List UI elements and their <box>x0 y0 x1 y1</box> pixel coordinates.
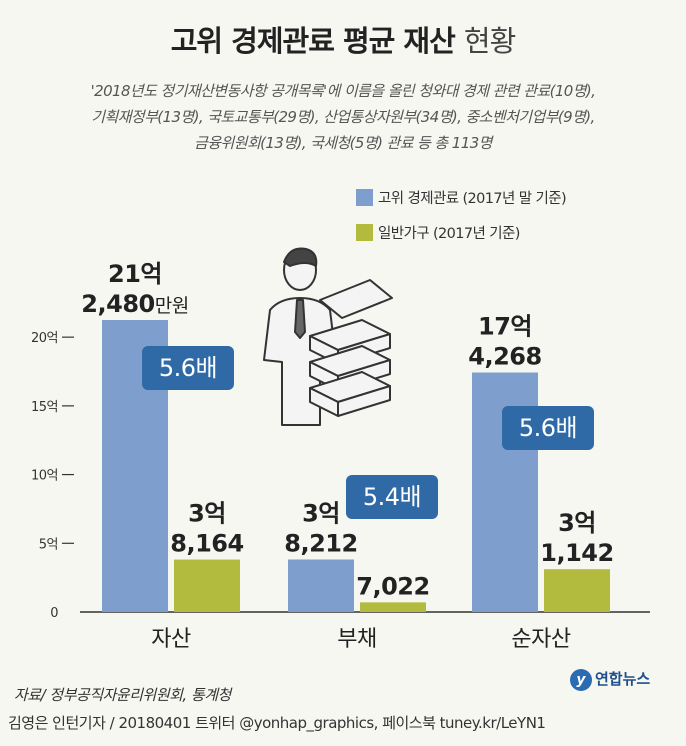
y-tick-label: 5억 <box>39 537 58 552</box>
legend-item-households: 일반가구 (2017년 기준) <box>356 222 520 243</box>
legend-item-officials: 고위 경제관료 (2017년 말 기준) <box>356 187 567 208</box>
y-tick-label: 10억 <box>31 469 58 484</box>
category-label: 자산 <box>151 627 191 652</box>
y-tick-label: 0 <box>50 606 58 621</box>
credits-line: 김영은 인턴기자 / 20180401 트위터 @yonhap_graphics… <box>8 714 546 732</box>
data-label-value: 8,212 <box>284 529 357 557</box>
source-note: 자료/ 정부공직자윤리위원회, 통계청 <box>14 686 231 704</box>
bar-1-0 <box>174 559 240 612</box>
page-title: 고위 경제관료 평균 재산 현황 <box>0 18 686 60</box>
yonhap-logo: y 연합뉴스 <box>570 668 650 691</box>
ratio-badge-label: 5.4배 <box>363 483 421 511</box>
subtitle-line-2: 기획재정부(13명), 국토교통부(29명), 산업통상자원부(34명), 중소… <box>91 108 595 126</box>
data-label-eok: 3억 <box>558 509 596 537</box>
y-tick-label: 20억 <box>31 331 58 346</box>
data-label-eok: 3억 <box>302 499 340 527</box>
legend-swatch-households <box>356 224 373 241</box>
yonhap-logo-mark: y <box>570 669 592 691</box>
official-with-money-icon <box>263 247 393 426</box>
ratio-badge-label: 5.6배 <box>519 414 577 442</box>
ratio-badge <box>346 475 438 519</box>
data-label-value: 1,142 <box>540 539 613 567</box>
data-label-value: 4,268 <box>468 343 541 371</box>
subtitle-line-3: 금융위원회(13명), 국세청(5명) 관료 등 총 113명 <box>194 134 492 152</box>
bar-1-1 <box>360 602 426 612</box>
data-label-value: 8,164 <box>170 530 243 558</box>
title-main: 고위 경제관료 평균 재산 <box>170 24 456 58</box>
data-label-value: 2,480만원 <box>81 290 188 318</box>
data-label-value: 7,022 <box>356 572 429 600</box>
bar-chart: 05억10억15억20억2,480만원21억8,1643억자산8,2123억7,… <box>31 260 650 652</box>
category-label: 부채 <box>337 627 376 652</box>
yonhap-logo-text: 연합뉴스 <box>595 670 651 688</box>
subtitle-line-1: '2018년도 정기재산변동사항 공개목록'에 이름을 올린 청와대 경제 관련… <box>90 82 596 100</box>
bar-1-2 <box>544 569 610 612</box>
bar-0-1 <box>288 559 354 612</box>
legend-swatch-officials <box>356 189 373 206</box>
title-light: 현황 <box>463 24 516 58</box>
category-label: 순자산 <box>511 627 570 652</box>
legend-label-officials: 고위 경제관료 (2017년 말 기준) <box>378 191 567 207</box>
ratio-badge <box>502 406 594 450</box>
data-label-eok: 21억 <box>108 260 162 288</box>
y-tick-label: 15억 <box>31 400 58 415</box>
ratio-badge-label: 5.6배 <box>159 354 217 382</box>
ratio-badge <box>142 346 234 390</box>
data-label-eok: 17억 <box>478 313 532 341</box>
legend-label-households: 일반가구 (2017년 기준) <box>378 226 520 242</box>
data-label-eok: 3억 <box>188 500 226 528</box>
